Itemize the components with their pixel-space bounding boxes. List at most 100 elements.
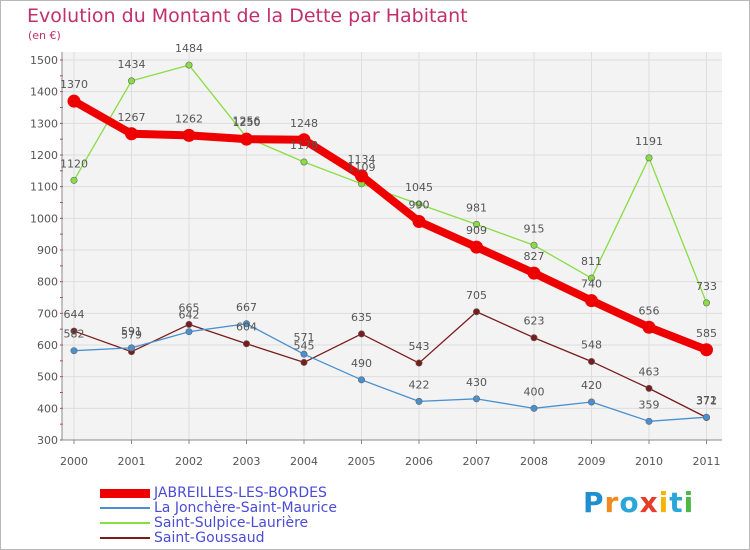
data-label: 1120 — [60, 157, 88, 170]
data-label: 1250 — [233, 116, 261, 129]
data-label: 1248 — [290, 117, 318, 130]
data-label: 372 — [696, 394, 717, 407]
data-point — [645, 417, 653, 425]
data-label: 1434 — [118, 58, 146, 71]
data-label: 644 — [64, 308, 85, 321]
data-point — [472, 308, 480, 316]
data-point — [185, 61, 193, 69]
data-label: 463 — [639, 365, 660, 378]
x-tick-label: 2000 — [60, 455, 88, 468]
y-tick-label: 1300 — [30, 117, 58, 130]
legend-swatch — [100, 507, 150, 509]
data-label: 400 — [524, 385, 545, 398]
proxiti-logo: Proxiti — [583, 486, 694, 519]
data-point — [185, 328, 193, 336]
legend-swatch — [100, 522, 150, 524]
data-point — [300, 358, 308, 366]
data-label: 1045 — [405, 181, 433, 194]
data-point — [297, 133, 311, 147]
data-label: 642 — [179, 309, 200, 322]
x-tick-label: 2001 — [118, 455, 146, 468]
data-label: 490 — [351, 357, 372, 370]
data-label: 359 — [639, 398, 660, 411]
data-point — [357, 376, 365, 384]
y-tick-label: 600 — [37, 339, 58, 352]
x-tick-label: 2008 — [520, 455, 548, 468]
y-tick-label: 1500 — [30, 54, 58, 67]
data-point — [470, 240, 483, 254]
legend-label: La Jonchère-Saint-Maurice — [154, 500, 337, 516]
data-point — [530, 404, 538, 412]
y-tick-label: 1400 — [30, 86, 58, 99]
data-label: 371 — [696, 395, 717, 408]
y-tick-label: 800 — [37, 276, 58, 289]
data-point — [530, 334, 538, 342]
legend-label: Saint-Goussaud — [154, 530, 265, 546]
data-label: 635 — [351, 311, 372, 324]
x-tick-label: 2011 — [693, 455, 721, 468]
logo-letter: P — [583, 486, 605, 519]
series-line-0 — [72, 97, 708, 354]
data-label: 591 — [121, 325, 142, 338]
logo-letter: o — [619, 486, 640, 519]
data-point — [700, 343, 713, 357]
data-point — [702, 299, 710, 307]
y-tick-label: 900 — [37, 244, 58, 257]
data-point — [243, 340, 251, 348]
data-point — [128, 77, 136, 85]
data-point — [587, 398, 595, 406]
data-label: 656 — [639, 304, 660, 317]
x-tick-label: 2004 — [290, 455, 318, 468]
data-label: 604 — [236, 321, 257, 334]
data-point — [355, 169, 368, 183]
y-tick-label: 700 — [37, 307, 58, 320]
data-label: 705 — [466, 289, 487, 302]
data-label: 571 — [294, 331, 315, 344]
data-label: 915 — [524, 222, 545, 235]
data-point — [300, 350, 308, 358]
data-label: 1370 — [60, 78, 88, 91]
logo-letter: i — [658, 486, 670, 519]
data-label: 579 — [121, 329, 142, 342]
data-point — [357, 330, 365, 338]
data-point — [645, 154, 653, 162]
data-label: 981 — [466, 201, 487, 214]
legend-swatch — [100, 537, 150, 539]
data-label: 665 — [179, 301, 200, 314]
data-label: 733 — [696, 280, 717, 293]
x-tick-label: 2006 — [405, 455, 433, 468]
plot-area — [62, 52, 722, 440]
data-label: 811 — [581, 255, 602, 268]
y-tick-label: 500 — [37, 371, 58, 384]
y-tick-label: 400 — [37, 402, 58, 415]
data-point — [472, 395, 480, 403]
data-label: 585 — [696, 327, 717, 340]
data-label: 420 — [581, 379, 602, 392]
data-label: 582 — [64, 328, 85, 341]
x-tick-label: 2010 — [635, 455, 663, 468]
data-label: 1484 — [175, 42, 203, 55]
x-tick-label: 2003 — [233, 455, 261, 468]
legend-label: Saint-Sulpice-Laurière — [154, 515, 309, 531]
data-label: 1267 — [118, 111, 146, 124]
data-label: 827 — [524, 250, 545, 263]
data-point — [412, 215, 426, 228]
x-tick-label: 2002 — [175, 455, 203, 468]
logo-letter: r — [604, 486, 620, 519]
data-point — [642, 320, 656, 334]
data-point — [125, 127, 138, 141]
data-point — [585, 294, 598, 308]
logo-letter: i — [683, 486, 695, 519]
data-label: 1134 — [348, 153, 376, 166]
data-point — [243, 320, 251, 328]
data-point — [415, 359, 423, 367]
data-label: 1178 — [290, 139, 318, 152]
data-label: 548 — [581, 338, 602, 351]
data-point — [527, 266, 541, 280]
data-point — [70, 327, 78, 335]
data-point — [415, 397, 423, 405]
legend-swatch — [100, 489, 150, 498]
data-point — [70, 176, 78, 184]
data-point — [472, 220, 480, 228]
y-tick-label: 300 — [37, 434, 58, 447]
